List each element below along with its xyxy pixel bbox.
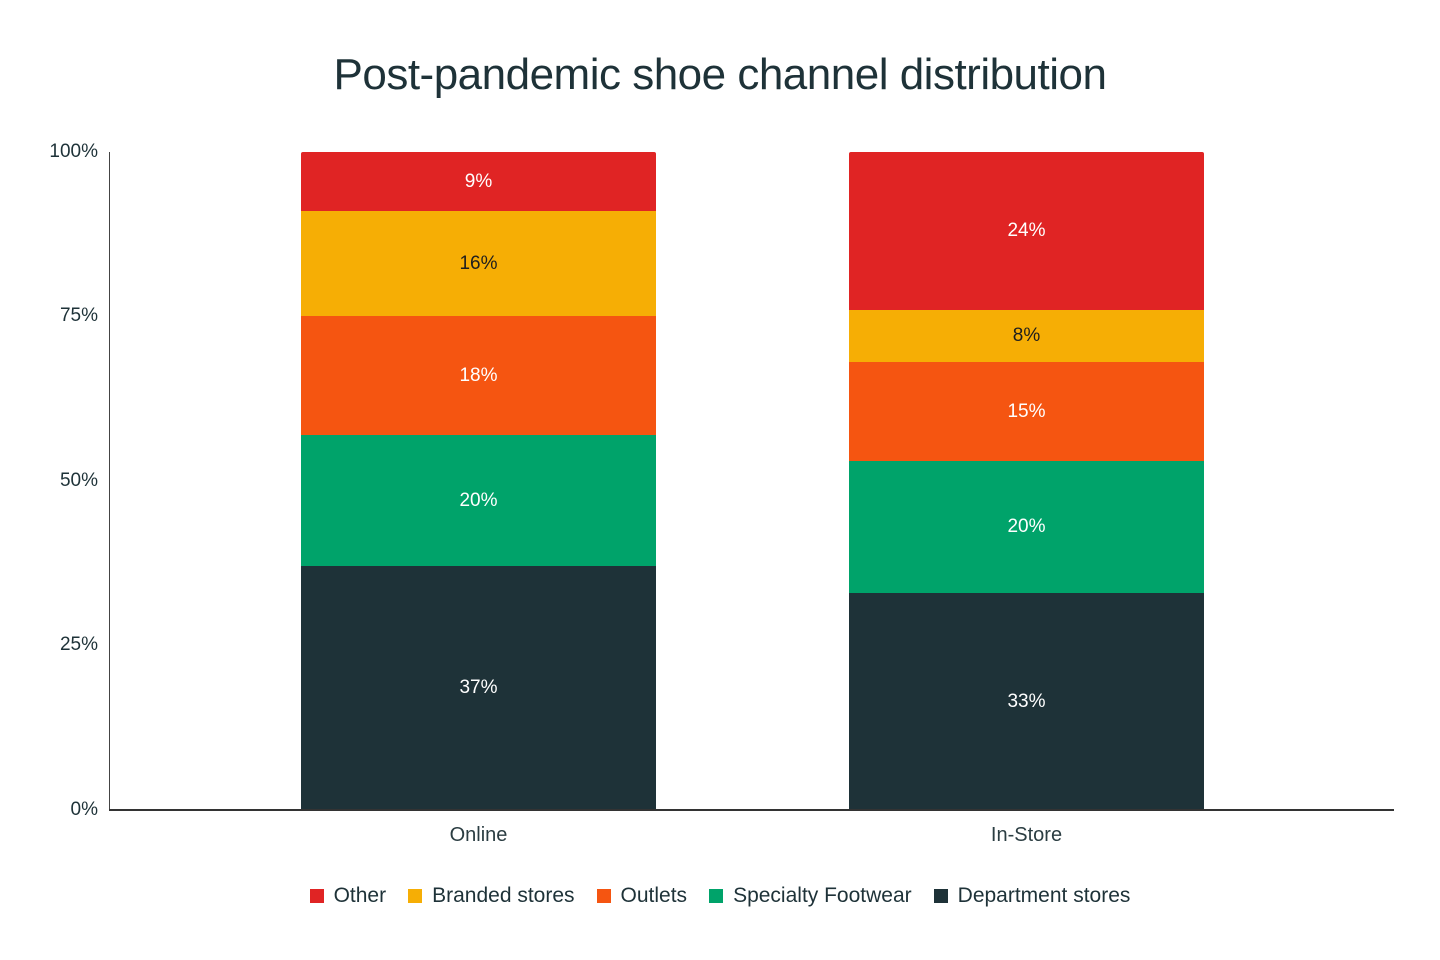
x-axis-line <box>109 809 1394 811</box>
segment-online-department-stores: 37% <box>301 566 656 810</box>
legend-item-department-stores[interactable]: Department stores <box>933 884 1131 908</box>
x-label-online: Online <box>449 824 508 846</box>
data-label: 20% <box>459 489 498 511</box>
legend-item-outlets[interactable]: Outlets <box>596 884 688 908</box>
data-label: 15% <box>1007 400 1046 422</box>
data-label: 20% <box>1007 516 1046 537</box>
bar-in-store: 24% 8% 15% 20% 33% <box>849 152 1204 810</box>
legend-swatch-icon <box>596 889 611 903</box>
chart-title: Post-pandemic shoe channel distribution <box>333 50 1107 99</box>
y-tick-100: 100% <box>49 141 98 162</box>
y-tick-75: 75% <box>59 305 98 326</box>
segment-instore-other: 24% <box>849 152 1204 310</box>
legend-swatch-icon <box>408 889 423 903</box>
bar-online: 9% 16% 18% 20% 37% <box>301 152 656 810</box>
legend-swatch-icon <box>309 889 324 903</box>
segment-online-outlets: 18% <box>301 316 656 435</box>
y-tick-25: 25% <box>59 634 98 655</box>
data-label: 37% <box>459 677 498 698</box>
legend-label: Specialty Footwear <box>733 884 912 907</box>
legend-label: Other <box>333 884 387 907</box>
y-axis-line <box>109 152 110 810</box>
legend-swatch-icon <box>709 889 724 903</box>
data-label: 33% <box>1007 690 1046 712</box>
legend-label: Branded stores <box>432 884 575 907</box>
segment-online-other: 9% <box>301 152 656 211</box>
legend-item-other[interactable]: Other <box>309 884 387 908</box>
segment-instore-specialty-footwear: 20% <box>849 461 1204 593</box>
legend-item-specialty-footwear[interactable]: Specialty Footwear <box>709 884 912 908</box>
segment-online-branded-stores: 16% <box>301 211 656 316</box>
segment-online-specialty-footwear: 20% <box>301 435 656 566</box>
legend-swatch-icon <box>933 889 948 903</box>
y-tick-50: 50% <box>59 470 98 491</box>
legend-item-branded-stores[interactable]: Branded stores <box>408 884 575 908</box>
data-label: 16% <box>459 252 498 274</box>
segment-instore-branded-stores: 8% <box>849 310 1204 362</box>
data-label: 8% <box>1012 325 1041 346</box>
legend: Other Branded stores Outlets Specialty F… <box>0 884 1440 908</box>
x-label-in-store: In-Store <box>990 824 1063 846</box>
data-label: 18% <box>459 364 498 386</box>
data-label: 9% <box>464 170 493 192</box>
y-tick-0: 0% <box>70 799 98 820</box>
segment-instore-department-stores: 33% <box>849 593 1204 810</box>
data-label: 24% <box>1007 220 1046 241</box>
legend-label: Department stores <box>957 884 1131 907</box>
legend-label: Outlets <box>620 884 688 907</box>
segment-instore-outlets: 15% <box>849 362 1204 461</box>
